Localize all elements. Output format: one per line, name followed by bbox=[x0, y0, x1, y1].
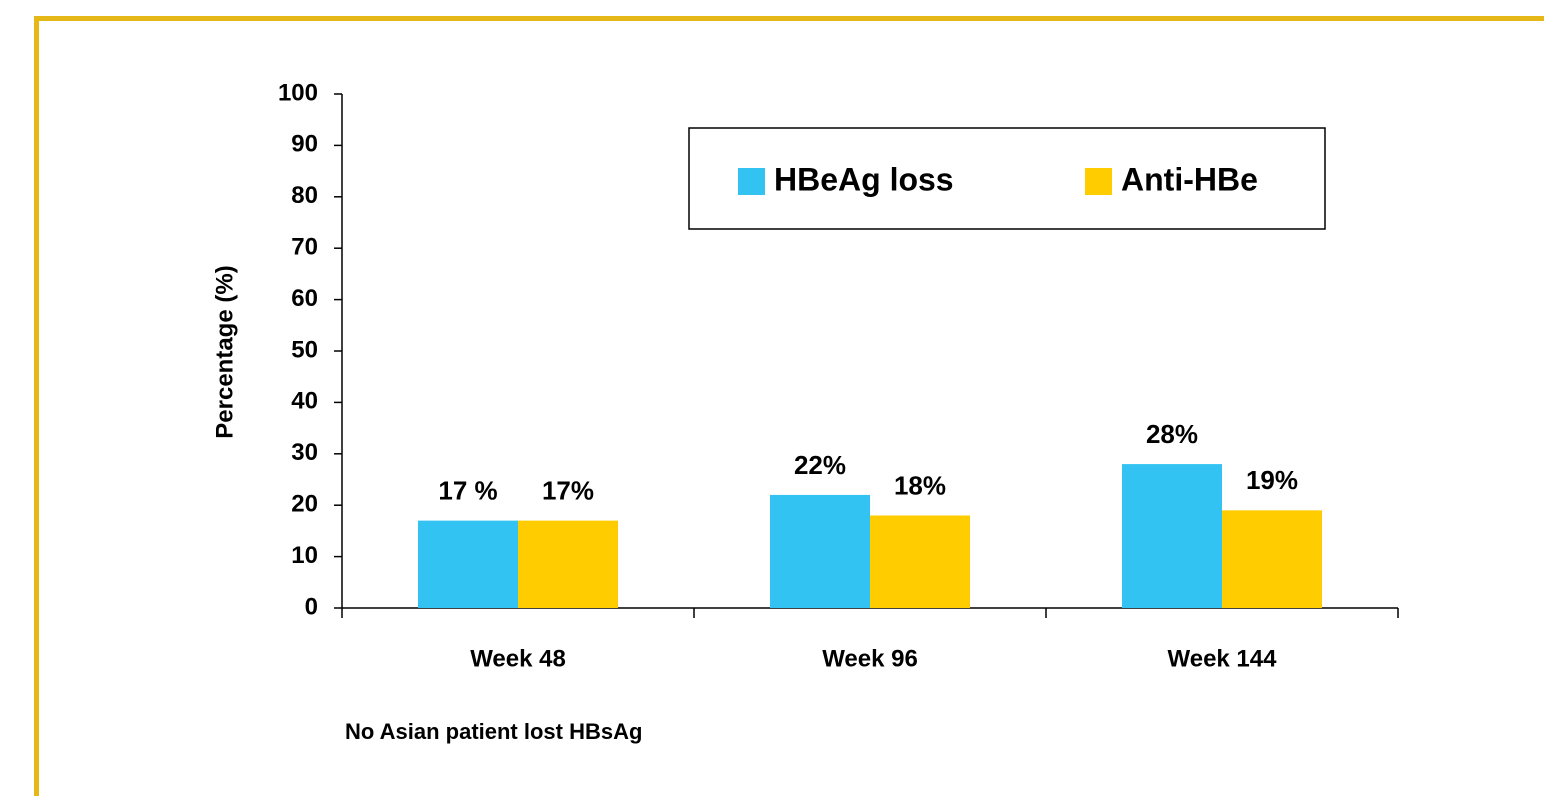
legend-label: HBeAg loss bbox=[774, 161, 954, 197]
y-tick-label: 90 bbox=[291, 131, 318, 158]
data-label: 17 % bbox=[438, 475, 497, 505]
data-label: 18% bbox=[894, 470, 946, 500]
frame-left bbox=[34, 16, 39, 796]
x-tick-label: Week 48 bbox=[470, 645, 566, 672]
bar bbox=[1222, 510, 1322, 608]
frame-top bbox=[34, 16, 1544, 21]
data-label: 17% bbox=[542, 475, 594, 505]
bar bbox=[870, 515, 970, 608]
x-tick-label: Week 144 bbox=[1168, 645, 1278, 672]
legend-box bbox=[688, 127, 1326, 230]
y-tick-label: 0 bbox=[305, 593, 318, 620]
y-tick-label: 40 bbox=[291, 388, 318, 415]
y-tick-label: 50 bbox=[291, 336, 318, 363]
y-tick-label: 20 bbox=[291, 491, 318, 518]
data-label: 19% bbox=[1246, 465, 1298, 495]
y-tick-label: 100 bbox=[278, 79, 318, 106]
bar bbox=[418, 520, 518, 608]
data-label: 22% bbox=[794, 450, 846, 480]
y-tick-label: 30 bbox=[291, 439, 318, 466]
y-tick-label: 60 bbox=[291, 285, 318, 312]
x-tick-label: Week 96 bbox=[822, 645, 918, 672]
bar bbox=[518, 520, 618, 608]
legend-swatch bbox=[738, 168, 765, 195]
y-tick-label: 80 bbox=[291, 182, 318, 209]
y-axis-title: Percentage (%) bbox=[211, 265, 238, 438]
bar bbox=[770, 494, 870, 608]
footnote: No Asian patient lost HBsAg bbox=[345, 719, 642, 744]
legend-swatch bbox=[1085, 168, 1112, 195]
y-tick-label: 70 bbox=[291, 234, 318, 261]
y-tick-label: 10 bbox=[291, 542, 318, 569]
data-label: 28% bbox=[1146, 419, 1198, 449]
legend-label: Anti-HBe bbox=[1121, 161, 1258, 197]
bar bbox=[1122, 464, 1222, 608]
